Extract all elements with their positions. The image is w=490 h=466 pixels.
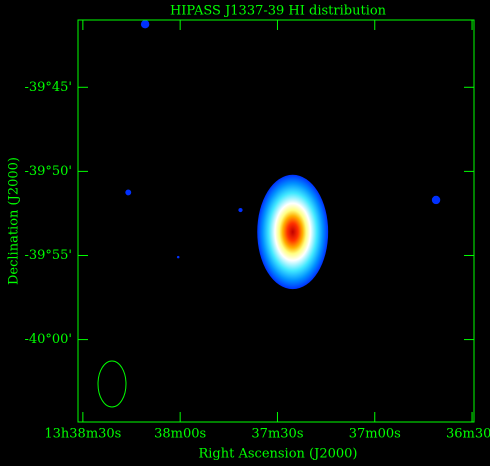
plot-frame: [77, 19, 475, 423]
y-tick-label: -39°50': [24, 164, 72, 179]
emission: [238, 207, 243, 213]
y-tick-label: -40°00': [24, 332, 72, 347]
x-axis-label: Right Ascension (J2000): [198, 447, 357, 462]
y-tick-label: -39°45': [24, 80, 72, 95]
emission: [140, 20, 150, 29]
beam: [97, 360, 127, 408]
emission: [431, 195, 441, 205]
emission: [257, 174, 329, 290]
chart-title: HIPASS J1337-39 HI distribution: [170, 4, 387, 19]
y-axis-label: Declination (J2000): [7, 157, 22, 285]
x-tick-label: 38m00s: [154, 427, 206, 442]
emission: [176, 255, 180, 259]
emission: [125, 189, 132, 196]
y-tick-label: -39°55': [24, 248, 72, 263]
x-tick-label: 37m30s: [251, 427, 303, 442]
x-tick-label: 13h38m30s: [44, 427, 121, 442]
x-tick-label: 37m00s: [349, 427, 401, 442]
x-tick-label: 36m30s: [446, 427, 490, 442]
